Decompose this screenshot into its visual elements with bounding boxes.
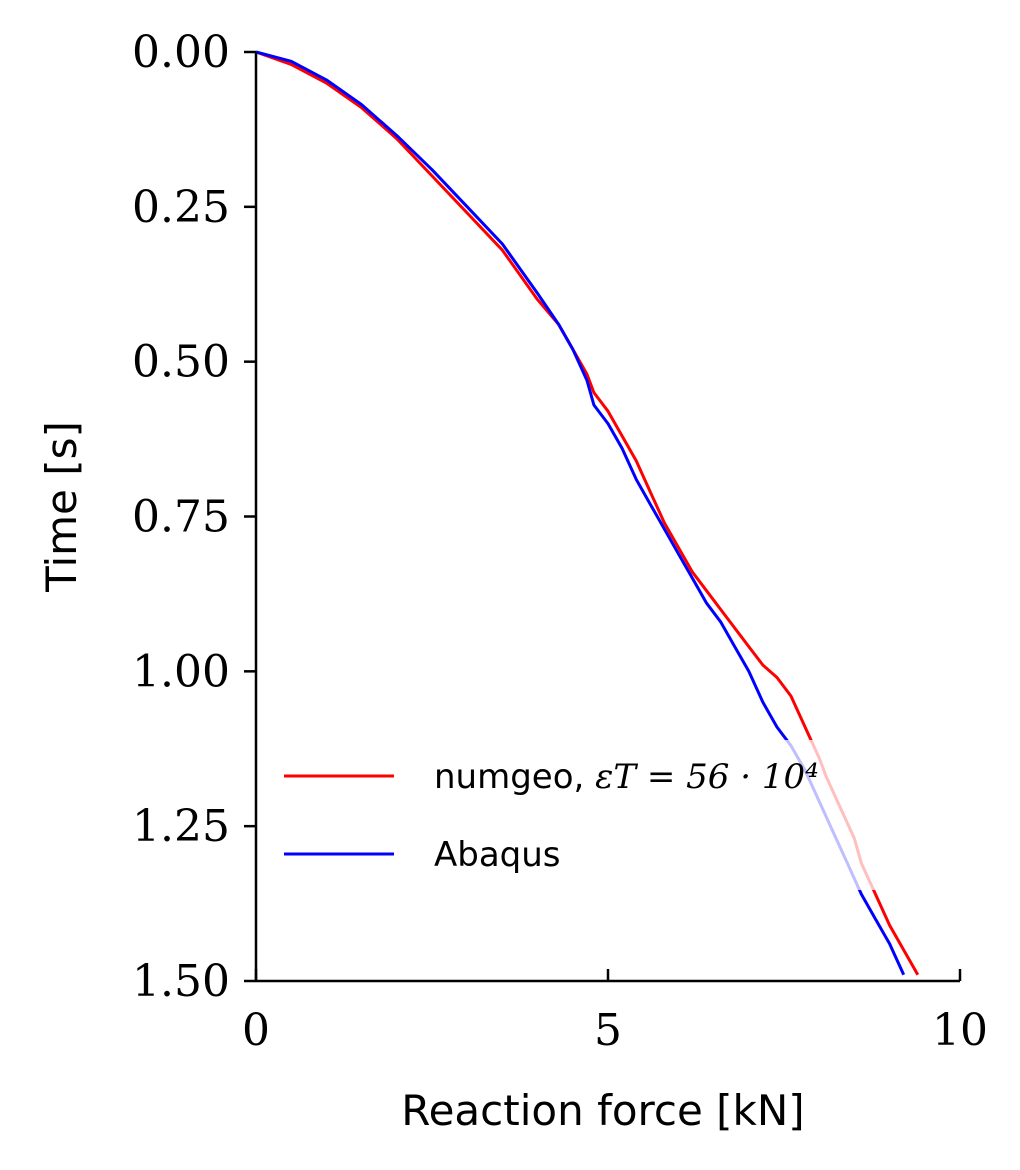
axes: 0.00 0.25 0.50 0.75 1.00 1.25 1.500 5 10 — [132, 27, 988, 1056]
x-tick-label: 0 — [242, 1005, 270, 1056]
legend: numgeo, εT = 56 · 10⁴ Abaqus — [268, 740, 940, 890]
legend-series-math: εT = 56 · 10⁴ — [595, 757, 819, 797]
y-tick-label: 1.50 — [132, 956, 230, 1007]
legend-series-name: Abaqus — [434, 835, 561, 875]
y-tick-label: 1.00 — [132, 646, 230, 697]
y-axis-label: Time [s] — [37, 421, 86, 593]
legend-series-name: numgeo, — [434, 757, 595, 797]
legend-label-2: Abaqus — [434, 835, 561, 875]
legend-label-1: numgeo, εT = 56 · 10⁴ — [434, 757, 819, 797]
x-axis-label: Reaction force [kN] — [401, 1086, 804, 1135]
x-tick-label: 10 — [932, 1005, 988, 1056]
x-tick-label: 5 — [594, 1005, 622, 1056]
y-tick-label: 0.25 — [132, 182, 230, 233]
y-tick-label: 0.50 — [132, 337, 230, 388]
legend-box — [268, 740, 940, 890]
y-tick-label: 0.75 — [132, 492, 230, 543]
y-tick-label: 1.25 — [132, 801, 230, 852]
y-tick-label: 0.00 — [132, 27, 230, 78]
